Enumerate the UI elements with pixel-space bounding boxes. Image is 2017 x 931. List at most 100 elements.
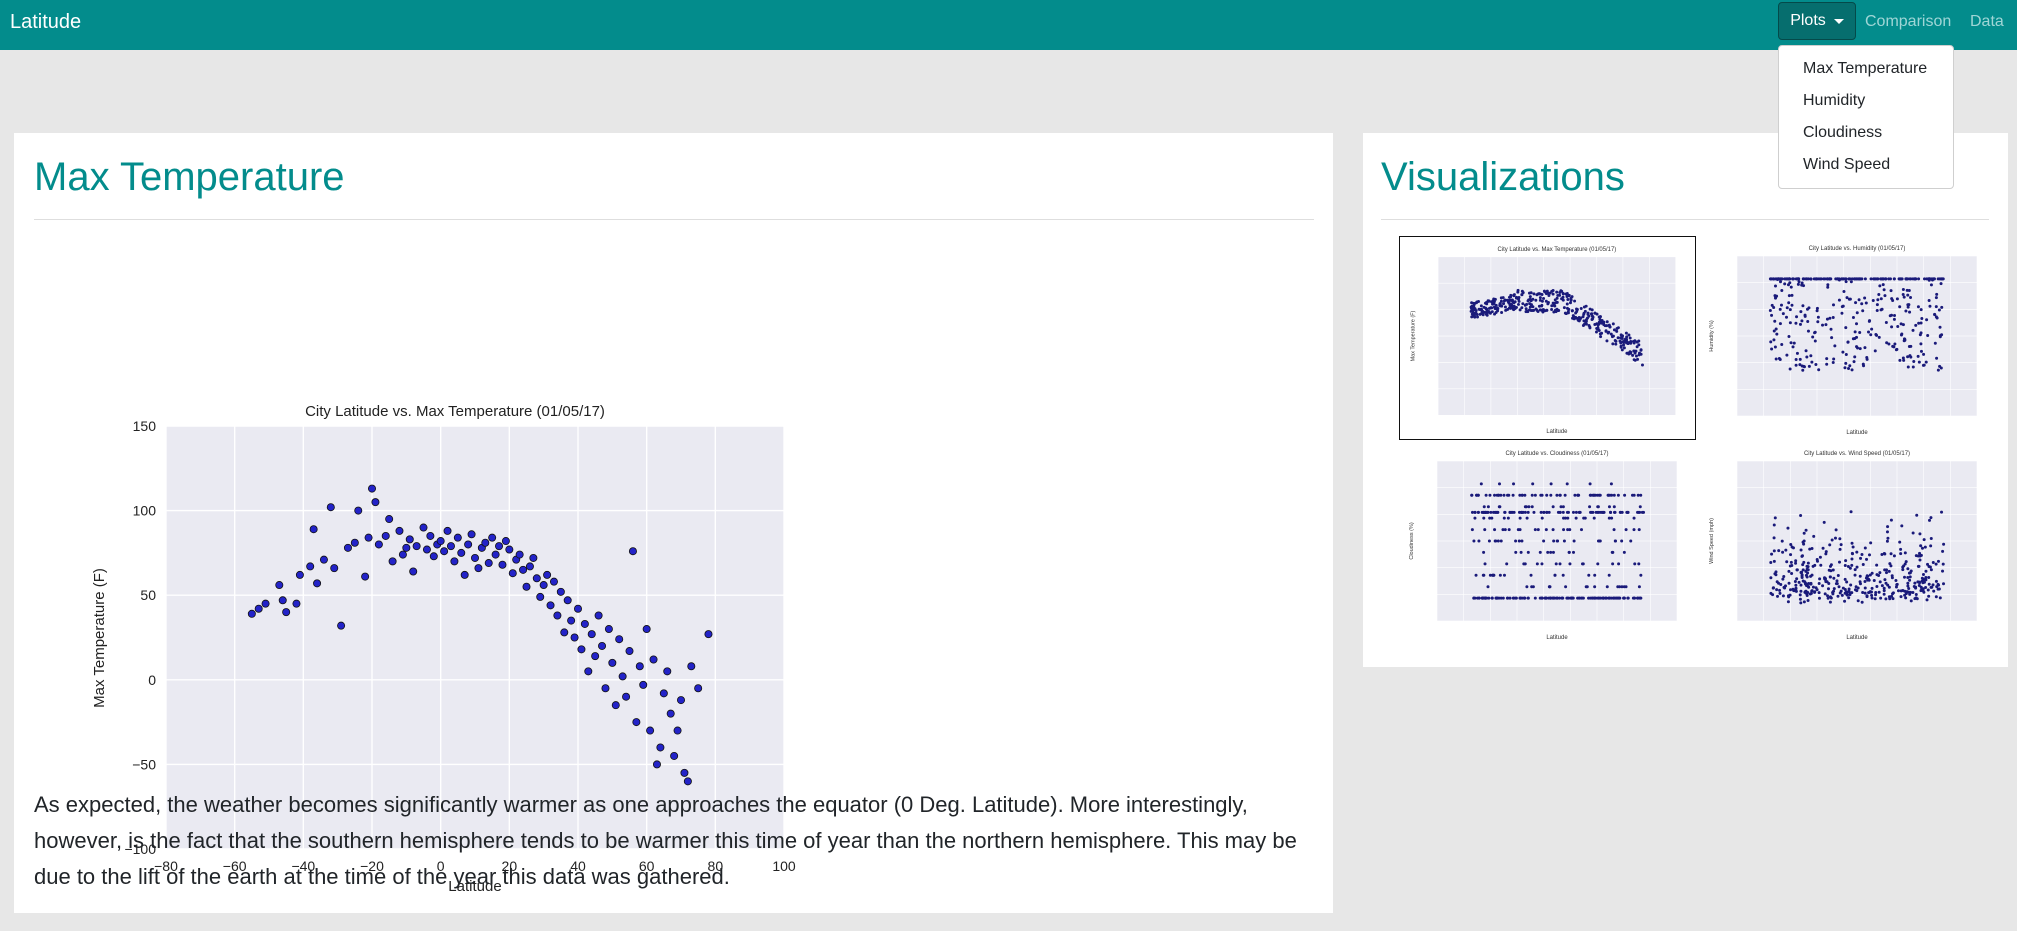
thumb-point — [1553, 304, 1557, 308]
data-point — [563, 596, 572, 605]
thumb-point — [1788, 281, 1792, 285]
thumb-point — [1545, 493, 1549, 497]
thumb-point — [1566, 528, 1570, 532]
dropdown-item-humidity[interactable]: Humidity — [1803, 92, 1866, 109]
thumb-point — [1916, 305, 1920, 309]
thumb-point — [1487, 299, 1491, 303]
thumb-point — [1873, 597, 1877, 601]
thumb-point — [1486, 505, 1490, 509]
thumb-point — [1798, 363, 1802, 367]
thumb-point — [1502, 302, 1506, 306]
thumb-point — [1818, 577, 1822, 581]
thumb-point — [1789, 341, 1793, 345]
thumb-point — [1787, 294, 1791, 298]
thumb-point — [1887, 342, 1891, 346]
thumb-point — [1870, 327, 1874, 331]
thumb-point — [1791, 546, 1795, 550]
thumb-point — [1598, 539, 1602, 543]
thumb-point — [1851, 316, 1855, 320]
thumb-cloudiness[interactable]: City Latitude vs. Cloudiness (01/05/17) L… — [1399, 441, 1696, 645]
thumb-point — [1903, 589, 1907, 593]
thumb-point — [1768, 309, 1772, 313]
thumb-point — [1561, 510, 1565, 514]
dropdown-item-cloudiness[interactable]: Cloudiness — [1803, 124, 1883, 141]
data-point — [529, 553, 538, 562]
thumb-point — [1831, 360, 1835, 364]
thumb-point — [1571, 596, 1575, 600]
thumb-point — [1855, 322, 1859, 326]
thumb-point — [1788, 367, 1792, 371]
thumb-point — [1923, 277, 1927, 281]
thumb-point — [1855, 589, 1859, 593]
thumb-point — [1887, 569, 1891, 573]
thumb-point — [1498, 505, 1502, 509]
thumb-point — [1526, 299, 1530, 303]
thumb-point — [1563, 493, 1567, 497]
thumb-point — [1907, 590, 1911, 594]
thumb-point — [1552, 310, 1556, 314]
thumb-point — [1596, 562, 1600, 566]
thumb-point — [1854, 301, 1858, 305]
thumb-point — [1855, 565, 1859, 569]
x-tick-label: 40 — [570, 858, 586, 874]
thumb-point — [1561, 298, 1565, 302]
thumb-point — [1908, 310, 1912, 314]
thumb-point — [1938, 325, 1942, 329]
thumb-point — [1780, 539, 1784, 543]
thumb-point — [1614, 596, 1618, 600]
thumb-point — [1612, 493, 1616, 497]
thumb-point — [1567, 293, 1571, 297]
thumb-point — [1919, 308, 1923, 312]
thumb-point — [1499, 299, 1503, 303]
thumb-point — [1620, 539, 1624, 543]
thumb-point — [1639, 493, 1643, 497]
thumb-humidity[interactable]: City Latitude vs. Humidity (01/05/17) Lat… — [1699, 236, 1996, 440]
thumb-point — [1565, 291, 1569, 295]
dropdown-item-wind-speed[interactable]: Wind Speed — [1803, 156, 1891, 173]
thumb-point — [1607, 516, 1611, 520]
thumb-point — [1638, 510, 1642, 514]
thumb-point — [1927, 582, 1931, 586]
data-point — [515, 550, 524, 559]
thumb-point — [1567, 596, 1571, 600]
thumb-point — [1811, 585, 1815, 589]
thumb-point — [1906, 575, 1910, 579]
thumb-point — [1858, 347, 1862, 351]
data-point — [429, 552, 438, 561]
thumb-point — [1563, 311, 1567, 315]
thumb-max-temperature[interactable]: City Latitude vs. Max Temperature (01/05… — [1399, 236, 1696, 440]
thumb-point — [1772, 549, 1776, 553]
thumb-point — [1598, 493, 1602, 497]
thumb-point — [1838, 560, 1842, 564]
dropdown-item-max-temperature[interactable]: Max Temperature — [1803, 60, 1928, 77]
thumb-point — [1848, 591, 1852, 595]
thumb-point — [1625, 335, 1629, 339]
thumb-point — [1581, 315, 1585, 319]
thumb-point — [1874, 590, 1878, 594]
thumb-point — [1908, 578, 1912, 582]
thumb-point — [1582, 312, 1586, 316]
thumb-point — [1583, 516, 1587, 520]
brand-link[interactable]: Latitude — [10, 11, 82, 33]
thumb-point — [1830, 538, 1834, 542]
thumb-point — [1832, 576, 1836, 580]
thumb-point — [1836, 574, 1840, 578]
thumb-point — [1911, 531, 1915, 535]
thumb-point — [1850, 551, 1854, 555]
thumb-point — [1520, 493, 1524, 497]
thumb-point — [1483, 596, 1487, 600]
thumb-ylabel: Cloudiness (%) — [1409, 522, 1415, 559]
thumb-point — [1926, 588, 1930, 592]
thumb-point — [1541, 310, 1545, 314]
thumb-point — [1494, 596, 1498, 600]
thumb-point — [1828, 543, 1832, 547]
thumb-point — [1802, 542, 1806, 546]
nav-data[interactable]: Data — [1970, 13, 2004, 30]
plots-dropdown-toggle[interactable]: Plots — [1778, 2, 1856, 40]
thumb-wind-speed[interactable]: City Latitude vs. Wind Speed (01/05/17) L… — [1699, 441, 1996, 645]
thumb-point — [1794, 559, 1798, 563]
thumb-point — [1855, 345, 1859, 349]
nav-comparison[interactable]: Comparison — [1865, 13, 1952, 30]
thumb-point — [1544, 299, 1548, 303]
x-tick-label: 0 — [437, 858, 445, 874]
